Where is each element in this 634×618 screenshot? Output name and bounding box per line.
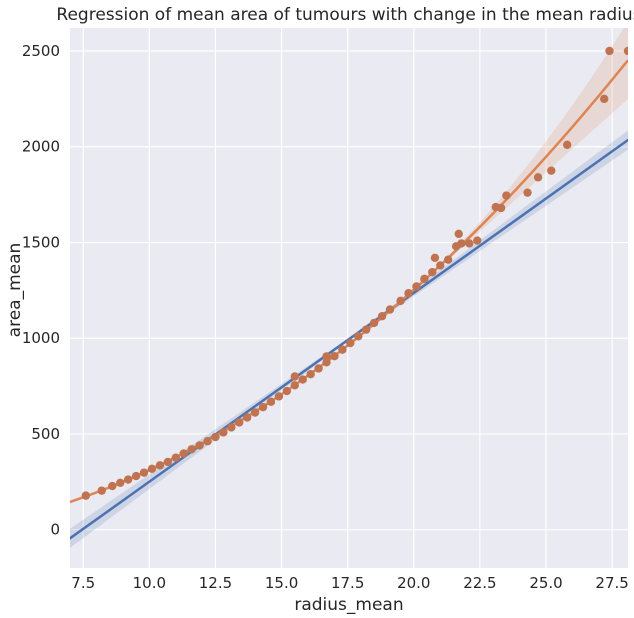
plot-background: [70, 28, 628, 568]
scatter-point: [396, 296, 405, 306]
scatter-point: [171, 453, 180, 462]
y-tick-label: 500: [31, 425, 60, 443]
scatter-point: [454, 229, 463, 239]
x-tick-label: 17.5: [331, 574, 364, 592]
scatter-point: [420, 274, 429, 284]
scatter-point: [533, 173, 543, 182]
scatter-point: [306, 370, 315, 379]
scatter-point: [147, 464, 157, 474]
scatter-point: [290, 372, 299, 381]
scatter-point: [428, 267, 437, 277]
scatter-point: [465, 239, 474, 248]
scatter-point: [155, 461, 165, 470]
x-tick-label: 22.5: [463, 574, 496, 592]
scatter-point: [242, 413, 252, 422]
y-tick-label: 0: [50, 521, 60, 539]
scatter-point: [412, 282, 421, 291]
scatter-point: [562, 140, 572, 150]
scatter-point: [108, 481, 117, 491]
scatter-point: [547, 166, 556, 175]
y-tick-label: 2500: [22, 42, 60, 60]
y-tick-label: 1000: [22, 329, 60, 347]
scatter-point: [227, 423, 236, 432]
y-tick-label: 2000: [22, 138, 60, 156]
scatter-point: [502, 191, 511, 200]
x-tick-label: 15.0: [265, 574, 298, 592]
scatter-point: [354, 332, 363, 341]
scatter-point: [473, 236, 482, 245]
scatter-point: [385, 305, 395, 314]
scatter-point: [496, 203, 506, 213]
scatter-point: [338, 345, 347, 354]
scatter-point: [116, 478, 125, 487]
x-tick-label: 10.0: [133, 574, 166, 592]
scatter-point: [139, 468, 149, 477]
scatter-point: [599, 94, 609, 104]
tick-labels: 7.5 10.0 12.5 15.0 17.5 20.0 22.5 25.0 27.5 0 500 1…: [22, 42, 629, 592]
grid-lines: [70, 28, 628, 568]
scatter-point: [266, 397, 276, 406]
x-tick-label: 25.0: [529, 574, 562, 592]
scatter-point: [219, 428, 228, 437]
scatter-point: [361, 325, 371, 334]
scatter-point: [457, 239, 466, 248]
scatter-point: [123, 475, 133, 484]
scatter-point: [274, 392, 284, 401]
x-axis-label: radius_mean: [294, 595, 403, 615]
scatter-point: [187, 445, 196, 454]
scatter-point: [330, 352, 339, 361]
scatter-point: [523, 188, 532, 197]
y-axis-label: area_mean: [5, 243, 25, 338]
x-tick-label: 20.0: [397, 574, 430, 592]
scatter-point: [203, 437, 212, 446]
scatter-point: [282, 386, 292, 396]
x-tick-label: 12.5: [199, 574, 232, 592]
scatter-point: [322, 352, 331, 361]
scatter-point: [211, 432, 220, 442]
x-tick-label: 27.5: [595, 574, 628, 592]
scatter-point: [81, 491, 91, 500]
scatter-point: [369, 318, 379, 328]
x-tick-label: 7.5: [71, 574, 95, 592]
scatter-point: [179, 449, 188, 458]
scatter-point: [298, 375, 307, 384]
scatter-point: [377, 311, 387, 321]
scatter-point: [235, 418, 244, 427]
chart-title: Regression of mean area of tumours with …: [56, 5, 634, 25]
scatter-point: [314, 364, 323, 373]
scatter-point: [258, 402, 268, 412]
scatter-point: [131, 471, 141, 481]
scatter-point: [443, 255, 453, 264]
scatter-point: [195, 441, 204, 450]
scatter-point: [250, 408, 260, 417]
scatter-points: [81, 46, 628, 500]
scatter-point: [623, 46, 628, 56]
scatter-point: [436, 261, 445, 270]
scatter-point: [163, 457, 173, 467]
scatter-point: [430, 253, 440, 262]
scatter-point: [404, 289, 413, 298]
scatter-point: [605, 46, 614, 56]
y-tick-label: 1500: [22, 233, 60, 251]
scatter-point: [97, 486, 106, 495]
scatter-point: [346, 338, 355, 348]
scatter-point: [322, 358, 331, 367]
scatter-point: [290, 381, 299, 390]
